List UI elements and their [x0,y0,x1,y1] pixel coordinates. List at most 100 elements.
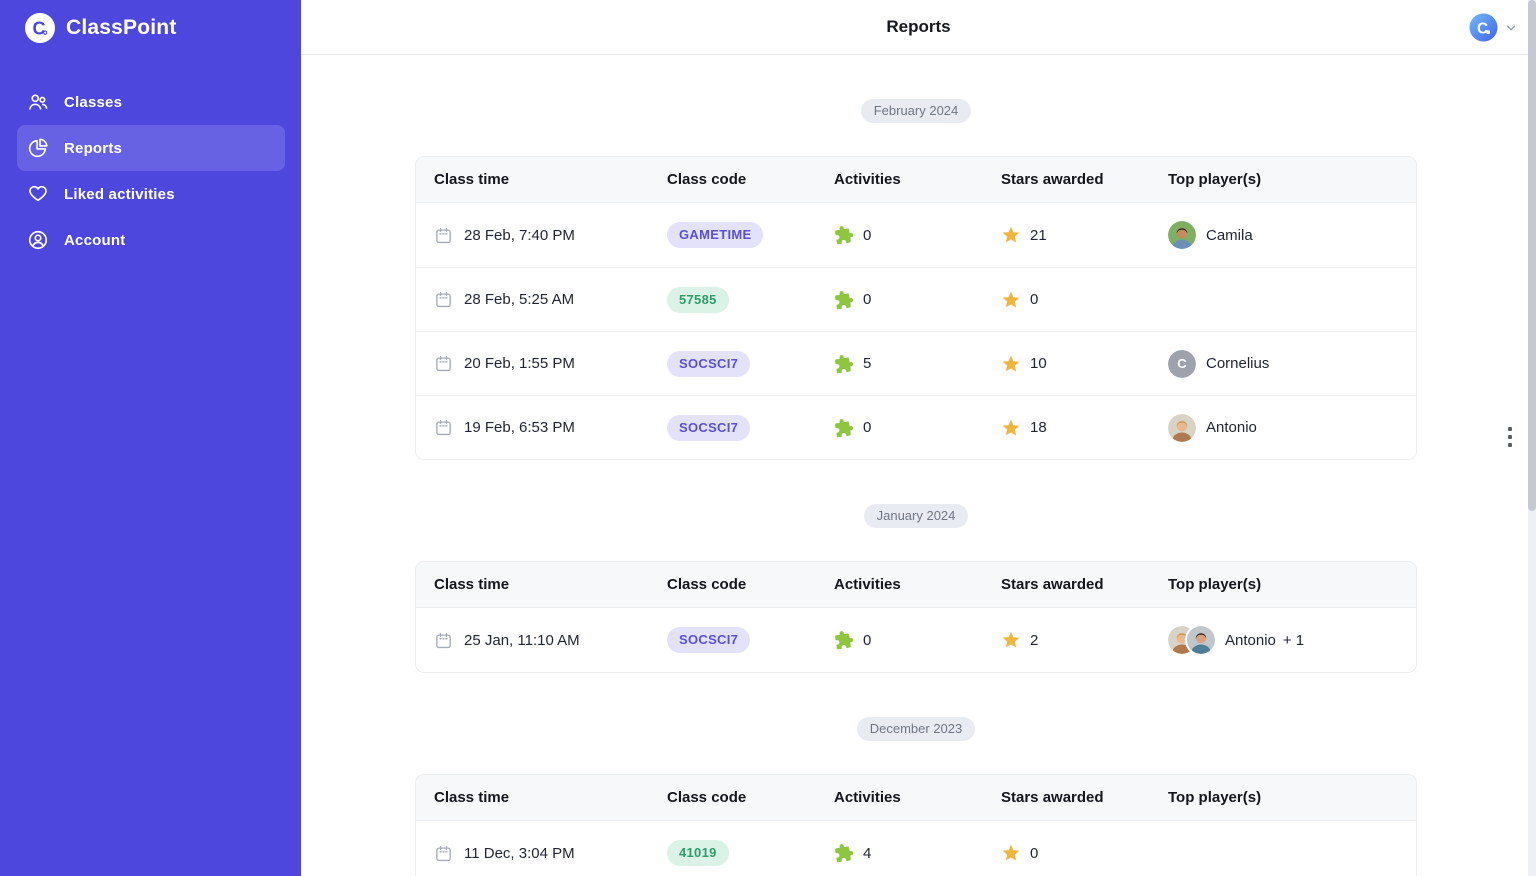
class-code-badge: GAMETIME [667,222,764,248]
table-row[interactable]: 28 Feb, 7:40 PM GAMETIME 0 21 Camila [416,203,1416,267]
calendar-icon [434,290,453,309]
top-players-cell: C Cornelius [1168,349,1398,378]
kebab-dot [1508,427,1512,431]
user-avatar: C [1469,13,1498,42]
month-section: December 2023 Class time Class code Activi… [301,673,1536,876]
puzzle-icon [834,225,854,245]
table-row[interactable]: 25 Jan, 11:10 AM SOCSCI7 0 2 Antonio [416,608,1416,672]
star-icon [1001,290,1021,310]
table-row[interactable]: 19 Feb, 6:53 PM SOCSCI7 0 18 Antonio [416,395,1416,459]
chevron-down-icon [1504,21,1518,35]
class-time-cell: 28 Feb, 7:40 PM [434,226,667,245]
scrollbar-thumb[interactable] [1528,0,1536,511]
class-code-badge: SOCSCI7 [667,627,751,653]
page-title: Reports [886,17,951,36]
class-time-text: 28 Feb, 7:40 PM [464,226,575,244]
table-row[interactable]: 11 Dec, 3:04 PM 41019 4 0 [416,821,1416,876]
class-code-badge: SOCSCI7 [667,414,751,441]
top-players-cell: Antonio + 1 [1168,626,1398,654]
stars-cell: 0 [1001,290,1168,310]
activities-count: 4 [863,844,872,862]
class-time-cell: 25 Jan, 11:10 AM [434,631,667,650]
puzzle-icon [834,290,854,310]
stars-count: 18 [1030,419,1047,436]
column-header: Class time [434,576,510,593]
stars-cell: 2 [1001,630,1168,650]
scrollbar-track[interactable] [1528,0,1536,876]
reports-table: Class time Class code Activities Stars awar… [415,561,1417,673]
puzzle-icon [834,354,854,374]
class-code-cell: SOCSCI7 [667,627,834,653]
app-name: ClassPoint [66,16,177,39]
stars-count: 0 [1030,291,1039,308]
player-avatars [1168,413,1196,442]
stars-cell: 10 [1001,354,1168,374]
main-area: Reports C [301,0,1536,876]
column-header: Activities [834,171,901,188]
class-time-cell: 20 Feb, 1:55 PM [434,354,667,373]
svg-text:C: C [33,19,46,39]
star-icon [1001,630,1021,650]
player-name: Camila [1206,226,1253,244]
stars-count: 10 [1030,355,1047,372]
app-logo[interactable]: C ClassPoint [0,0,301,55]
sidebar-nav: Classes Reports Liked activities Account [0,79,301,263]
classpoint-logo-icon: C [25,13,55,43]
kebab-dot [1508,435,1512,439]
activities-cell: 4 [834,843,1001,863]
class-time-cell: 11 Dec, 3:04 PM [434,844,667,863]
reports-icon [27,137,49,159]
sidebar-item-liked-activities[interactable]: Liked activities [17,171,285,217]
stars-cell: 0 [1001,843,1168,863]
top-players-cell: Camila [1168,221,1398,249]
star-icon [1001,354,1021,374]
class-time-text: 20 Feb, 1:55 PM [464,355,575,372]
calendar-icon [434,844,453,863]
column-header: Class time [434,171,510,188]
class-code-cell: SOCSCI7 [667,350,834,377]
sidebar-item-account[interactable]: Account [17,217,285,263]
class-time-text: 28 Feb, 5:25 AM [464,291,575,308]
activities-cell: 0 [834,630,1001,650]
activities-cell: 0 [834,418,1001,438]
user-menu-button[interactable]: C [1469,0,1518,55]
more-options-button[interactable] [1506,425,1514,449]
sidebar-item-reports[interactable]: Reports [17,125,285,171]
class-time-cell: 28 Feb, 5:25 AM [434,290,667,309]
calendar-icon [434,354,453,373]
player-suffix: + 1 [1282,631,1305,649]
table-row[interactable]: 20 Feb, 1:55 PM SOCSCI7 5 10 C Cornelius [416,331,1416,395]
stars-cell: 21 [1001,225,1168,245]
calendar-icon [434,631,453,650]
account-icon [27,229,49,251]
column-header: Stars awarded [1001,171,1104,188]
player-avatars [1168,221,1196,249]
puzzle-icon [834,630,854,650]
column-header: Activities [834,789,901,806]
month-section: February 2024 Class time Class code Activi… [301,55,1536,460]
reports-table: Class time Class code Activities Stars awar… [415,156,1417,460]
class-code-cell: 57585 [667,286,834,313]
star-icon [1001,843,1021,863]
sidebar-item-classes[interactable]: Classes [17,79,285,125]
stars-count: 2 [1030,631,1039,649]
class-time-text: 11 Dec, 3:04 PM [464,844,575,862]
player-name: Antonio [1225,631,1276,649]
table-row[interactable]: 28 Feb, 5:25 AM 57585 0 0 [416,267,1416,331]
table-header-row: Class time Class code Activities Stars awar… [416,157,1416,203]
puzzle-icon [834,843,854,863]
month-badge: February 2024 [860,99,972,123]
stars-cell: 18 [1001,418,1168,438]
class-code-badge: SOCSCI7 [667,350,751,377]
month-badge: January 2024 [863,504,969,528]
reports-content: February 2024 Class time Class code Activi… [301,55,1536,876]
activities-count: 0 [863,226,872,244]
classes-icon [27,91,49,113]
column-header: Class code [667,576,747,593]
player-avatars: C [1168,349,1196,378]
month-badge: December 2023 [856,717,976,741]
class-code-cell: GAMETIME [667,222,834,248]
column-header: Top player(s) [1168,576,1262,593]
puzzle-icon [834,418,854,438]
